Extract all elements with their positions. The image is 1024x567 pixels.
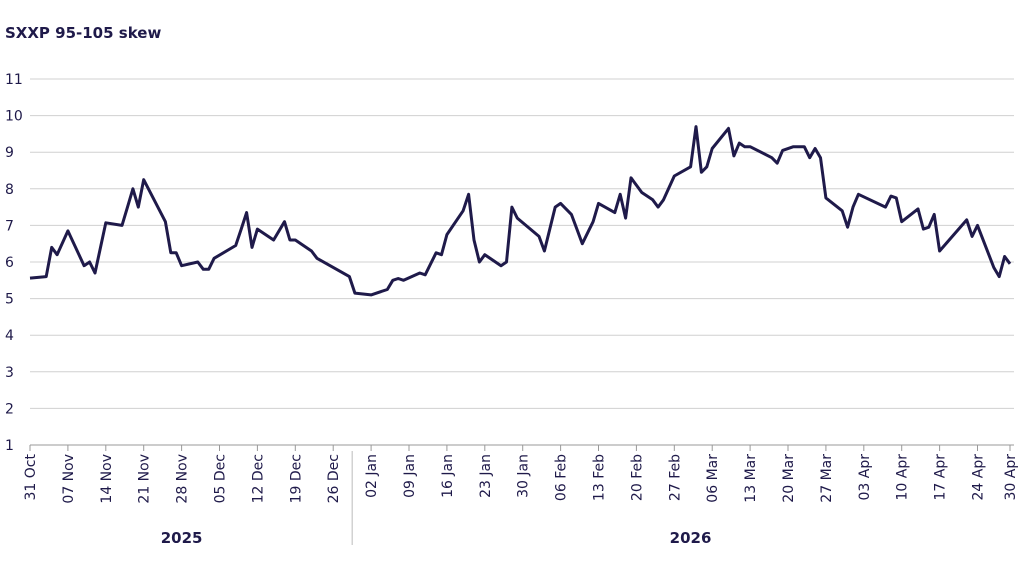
y-tick-label: 7 xyxy=(5,218,14,234)
y-tick-label: 6 xyxy=(5,255,14,271)
x-tick-label: 28 Nov xyxy=(175,454,191,504)
x-tick-label: 17 Apr xyxy=(933,454,949,501)
x-tick-label: 31 Oct xyxy=(23,454,39,501)
x-tick-label: 02 Jan xyxy=(364,454,380,498)
chart-title: SXXP 95-105 skew xyxy=(5,24,161,42)
x-tick-label: 03 Apr xyxy=(857,454,873,501)
y-tick-label: 1 xyxy=(5,438,14,454)
x-tick-label: 16 Jan xyxy=(440,454,456,498)
x-tick-label: 20 Mar xyxy=(781,454,797,503)
y-tick-label: 11 xyxy=(5,72,23,88)
x-tick-label: 14 Nov xyxy=(99,454,115,504)
x-tick-label: 27 Mar xyxy=(819,454,835,503)
series-line xyxy=(29,125,1012,297)
x-tick-label: 06 Mar xyxy=(705,454,721,503)
x-tick-label: 30 Apr xyxy=(1003,454,1019,501)
x-tick-label: 26 Dec xyxy=(326,454,342,503)
x-tick-label: 24 Apr xyxy=(971,454,987,501)
x-tick-label: 05 Dec xyxy=(213,454,229,503)
x-group-label: 2026 xyxy=(670,529,712,547)
y-tick-label: 9 xyxy=(5,145,14,161)
x-group-label: 2025 xyxy=(161,529,203,547)
x-tick-label: 20 Feb xyxy=(629,454,645,501)
x-tick-label: 23 Jan xyxy=(478,454,494,498)
x-tick-label: 12 Dec xyxy=(250,454,266,503)
y-tick-label: 2 xyxy=(5,401,14,417)
x-tick-label: 21 Nov xyxy=(137,454,153,504)
x-tick-label: 19 Dec xyxy=(288,454,304,503)
y-tick-label: 10 xyxy=(5,109,23,125)
y-tick-label: 5 xyxy=(5,292,14,308)
x-tick-label: 09 Jan xyxy=(402,454,418,498)
x-tick-label: 10 Apr xyxy=(895,454,911,501)
x-tick-label: 13 Mar xyxy=(743,454,759,503)
x-tick-label: 06 Feb xyxy=(554,454,570,501)
y-tick-label: 4 xyxy=(5,328,14,344)
x-tick-label: 07 Nov xyxy=(61,454,77,504)
x-tick-label: 30 Jan xyxy=(516,454,532,498)
x-tick-label: 13 Feb xyxy=(592,454,608,501)
x-tick-label: 27 Feb xyxy=(667,454,683,501)
y-tick-label: 8 xyxy=(5,182,14,198)
y-tick-label: 3 xyxy=(5,365,14,381)
